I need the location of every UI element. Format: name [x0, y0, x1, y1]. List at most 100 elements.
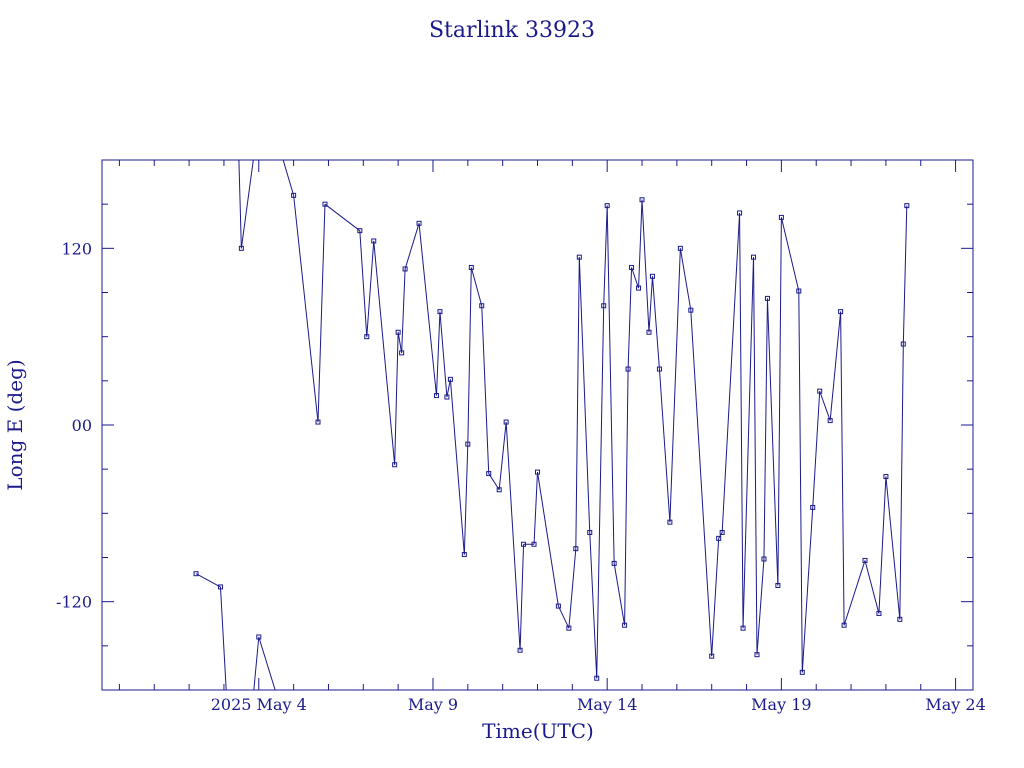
series-segment — [498, 422, 507, 490]
data-point — [364, 334, 370, 340]
series-segment — [467, 267, 472, 445]
data-point — [555, 603, 561, 609]
data-point — [754, 652, 760, 658]
series-segment — [885, 476, 901, 620]
data-point — [566, 625, 572, 631]
tick-labels: -120 00 120 2025 May 4 May 9 May 14 May 19 May … — [56, 239, 986, 714]
series-segment — [401, 268, 406, 353]
data-point — [437, 309, 443, 315]
series-segment — [397, 332, 403, 353]
series-segment — [902, 205, 908, 345]
series-segment — [864, 560, 880, 614]
axis-ticks — [102, 160, 973, 690]
series-segment — [533, 472, 538, 545]
data-point — [392, 462, 398, 468]
series-segment — [658, 369, 671, 523]
data-point — [737, 210, 743, 216]
data-point — [238, 245, 244, 251]
series-segment — [449, 379, 465, 555]
series-segment — [613, 563, 626, 626]
data-point — [486, 471, 492, 477]
data-point — [639, 197, 645, 203]
data-point — [625, 366, 631, 372]
series-segment — [840, 311, 845, 626]
data-point — [740, 625, 746, 631]
series-segment — [756, 558, 765, 655]
data-point — [775, 582, 781, 588]
series-segment — [463, 444, 469, 555]
series-segment — [488, 473, 500, 491]
series-segment — [258, 636, 276, 690]
series-segment — [240, 160, 254, 249]
series-segment — [843, 560, 866, 626]
data-point — [716, 535, 722, 541]
data-point — [395, 329, 401, 335]
data-point — [719, 529, 725, 535]
series-segment — [439, 311, 448, 398]
series-segment — [195, 573, 221, 588]
series-segment — [627, 267, 633, 370]
data-point — [649, 273, 655, 279]
series-segment — [878, 476, 887, 614]
data-point — [604, 203, 610, 209]
data-point — [535, 469, 540, 475]
y-tick-label: 00 — [72, 416, 92, 435]
series-segment — [568, 548, 577, 629]
series-segment — [255, 136, 276, 145]
data-point — [841, 622, 847, 628]
data-point — [883, 474, 889, 480]
data-point — [677, 245, 683, 251]
data-point — [904, 203, 910, 209]
series-segment — [651, 276, 660, 370]
series-segment — [780, 217, 800, 292]
data-point — [521, 541, 527, 547]
y-tick-label: 120 — [61, 239, 92, 258]
data-point — [576, 254, 582, 260]
data-point — [315, 419, 321, 425]
y-tick-label: -120 — [56, 593, 92, 612]
data-point — [433, 393, 439, 399]
x-tick-label: May 24 — [925, 695, 985, 714]
series-segment — [829, 311, 842, 421]
data-point — [193, 571, 199, 577]
series-segment — [631, 267, 640, 289]
x-tick-label: May 9 — [408, 695, 458, 714]
data-point — [636, 285, 642, 291]
data-point — [444, 394, 450, 400]
series-segment — [589, 532, 598, 679]
series-segment — [798, 291, 803, 673]
data-point — [503, 419, 509, 425]
series-segment — [317, 204, 326, 423]
series-segment — [690, 310, 713, 657]
series-segment — [537, 472, 559, 607]
y-axis-label: Long E (deg) — [3, 359, 27, 490]
data-point — [622, 622, 628, 628]
series-segment — [766, 298, 779, 586]
series-segment — [253, 636, 260, 690]
series-segment — [596, 305, 605, 679]
data-point — [256, 634, 262, 640]
series-segment — [638, 199, 643, 289]
series-segment — [481, 305, 490, 474]
series-segment — [648, 276, 653, 333]
series-segment — [519, 544, 525, 651]
series-segment — [324, 203, 361, 232]
data-point — [796, 288, 802, 294]
series-segment — [293, 195, 319, 423]
x-tick-label: May 19 — [751, 695, 811, 714]
series-segment — [812, 391, 821, 508]
series-segment — [575, 257, 580, 549]
series-segment — [219, 586, 227, 690]
chart-title: Starlink 33923 — [429, 18, 595, 43]
series-segment — [435, 311, 441, 396]
series-segment — [721, 212, 741, 533]
data-point — [838, 309, 844, 315]
data-point — [751, 254, 757, 260]
data-point — [416, 220, 422, 226]
data-point — [601, 303, 607, 309]
data-point — [761, 556, 767, 562]
series-segment — [418, 223, 437, 396]
plot-area — [193, 136, 910, 690]
series-segment — [718, 532, 723, 539]
